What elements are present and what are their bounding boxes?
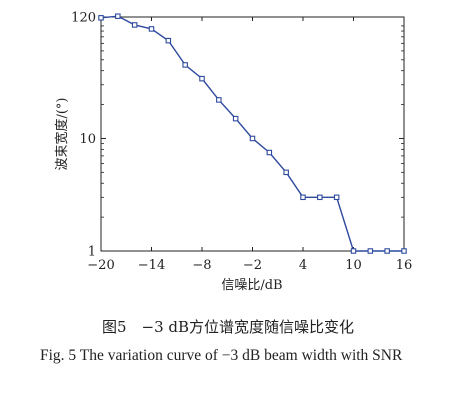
x-tick-label: 10 <box>345 258 362 273</box>
data-point <box>317 194 323 201</box>
x-tick-label: −14 <box>138 258 165 273</box>
data-point <box>165 37 172 44</box>
data-point <box>283 169 289 176</box>
x-tick-label: −2 <box>243 258 262 273</box>
data-point <box>384 248 390 254</box>
data-point <box>182 62 188 68</box>
data-point <box>98 15 104 21</box>
data-point <box>350 248 357 254</box>
figure-caption-english: Fig. 5 The variation curve of −3 dB beam… <box>40 347 403 364</box>
x-axis-label: 信噪比/dB <box>221 278 282 293</box>
x-tick-label: 4 <box>299 258 307 273</box>
data-point <box>216 97 222 103</box>
data-point <box>300 194 306 201</box>
data-point <box>232 115 239 122</box>
data-point <box>266 149 273 156</box>
plot-area: −20 −14 −8 −2 4 10 16 1 10 120 <box>71 11 412 274</box>
data-point <box>131 22 138 28</box>
series-line <box>100 15 404 252</box>
data-point <box>367 248 374 254</box>
plot-frame <box>100 16 405 252</box>
data-point <box>249 135 256 142</box>
x-tick-label: −20 <box>87 258 114 273</box>
y-axis-label: 波束宽度/(°) <box>54 97 70 170</box>
data-point <box>333 194 340 201</box>
data-point <box>148 26 155 32</box>
data-point <box>199 75 205 82</box>
data-point <box>115 13 121 19</box>
x-tick-label: −8 <box>192 258 211 273</box>
data-point <box>401 248 407 254</box>
figure-caption-chinese: 图5 −3 dB方位谱宽度随信噪比变化 <box>101 318 355 336</box>
y-tick-label: 120 <box>71 11 96 26</box>
y-tick-label: 10 <box>79 132 96 147</box>
y-tick-label: 1 <box>88 245 96 260</box>
x-tick-label: 16 <box>396 258 413 273</box>
